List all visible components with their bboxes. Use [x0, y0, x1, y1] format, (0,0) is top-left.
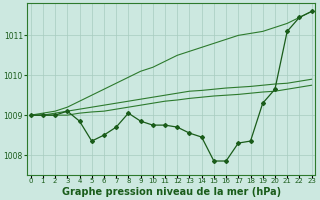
X-axis label: Graphe pression niveau de la mer (hPa): Graphe pression niveau de la mer (hPa)	[61, 187, 281, 197]
